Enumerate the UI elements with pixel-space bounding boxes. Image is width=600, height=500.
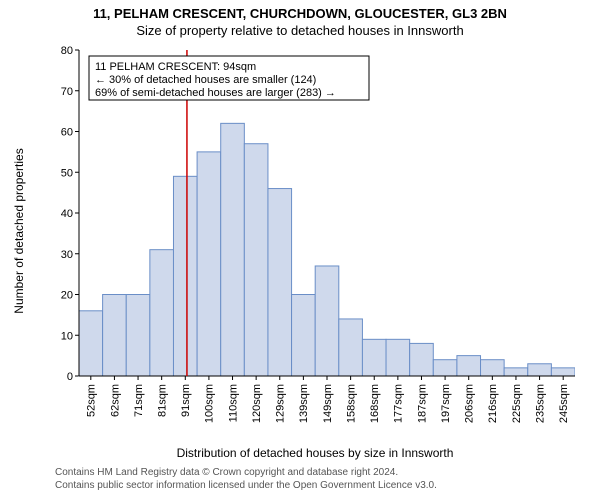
svg-text:158sqm: 158sqm <box>345 384 357 423</box>
histogram-bar <box>268 189 292 376</box>
annotation-line1: 11 PELHAM CRESCENT: 94sqm <box>95 61 256 73</box>
histogram-bar <box>103 295 127 377</box>
svg-text:91sqm: 91sqm <box>180 384 192 417</box>
svg-text:71sqm: 71sqm <box>133 384 145 417</box>
svg-text:30: 30 <box>61 249 73 261</box>
histogram-bar <box>197 152 221 376</box>
chart-title: 11, PELHAM CRESCENT, CHURCHDOWN, GLOUCES… <box>0 0 600 21</box>
y-axis-label: Number of detached properties <box>12 46 32 416</box>
svg-text:216sqm: 216sqm <box>487 384 499 423</box>
histogram-bar <box>126 295 150 377</box>
svg-text:20: 20 <box>61 290 73 302</box>
svg-text:149sqm: 149sqm <box>322 384 334 423</box>
svg-text:168sqm: 168sqm <box>369 384 381 423</box>
annotation-line3: 69% of semi-detached houses are larger (… <box>95 87 336 99</box>
histogram-bar <box>173 176 197 376</box>
footnote: Contains HM Land Registry data © Crown c… <box>55 466 575 492</box>
svg-text:81sqm: 81sqm <box>157 384 169 417</box>
svg-text:110sqm: 110sqm <box>227 384 239 422</box>
svg-text:177sqm: 177sqm <box>393 384 405 423</box>
histogram-bar <box>79 311 103 376</box>
footnote-line-2: Contains public sector information licen… <box>55 479 575 492</box>
chart-plot-area: 0 10 20 30 40 50 60 70 80 52sqm 62sqm 71sqm 81sqm 91s… <box>55 46 575 416</box>
svg-text:225sqm: 225sqm <box>511 384 523 423</box>
histogram-bar <box>339 319 363 376</box>
svg-text:40: 40 <box>61 208 73 220</box>
histogram-bar <box>221 123 245 376</box>
histogram-bar <box>551 368 575 376</box>
x-axis-label: Distribution of detached houses by size … <box>55 446 575 460</box>
histogram-bar <box>244 144 268 376</box>
svg-text:245sqm: 245sqm <box>558 384 570 423</box>
svg-text:70: 70 <box>61 86 73 98</box>
svg-text:129sqm: 129sqm <box>275 384 287 423</box>
histogram-bar <box>433 360 457 376</box>
svg-text:235sqm: 235sqm <box>534 384 546 423</box>
svg-text:60: 60 <box>61 127 73 139</box>
svg-text:120sqm: 120sqm <box>251 384 263 423</box>
histogram-bar <box>457 356 481 376</box>
svg-text:80: 80 <box>61 46 73 57</box>
histogram-bar <box>481 360 505 376</box>
svg-text:206sqm: 206sqm <box>464 384 476 423</box>
histogram-bar <box>504 368 528 376</box>
histogram-bar <box>150 250 174 376</box>
histogram-bar <box>528 364 552 376</box>
histogram-bar <box>410 343 434 376</box>
annotation-line2: ← 30% of detached houses are smaller (12… <box>95 74 316 86</box>
histogram-bar <box>362 339 386 376</box>
svg-text:62sqm: 62sqm <box>109 384 121 417</box>
histogram-bar <box>315 266 339 376</box>
svg-text:187sqm: 187sqm <box>416 384 428 423</box>
svg-text:52sqm: 52sqm <box>86 384 98 417</box>
svg-text:10: 10 <box>61 330 73 342</box>
histogram-bar <box>386 339 410 376</box>
histogram-svg: 0 10 20 30 40 50 60 70 80 52sqm 62sqm 71sqm 81sqm 91s… <box>55 46 575 426</box>
footnote-line-1: Contains HM Land Registry data © Crown c… <box>55 466 575 479</box>
svg-text:0: 0 <box>67 371 73 383</box>
svg-text:139sqm: 139sqm <box>298 384 310 423</box>
histogram-bar <box>292 295 316 377</box>
svg-text:100sqm: 100sqm <box>204 384 216 423</box>
chart-subtitle: Size of property relative to detached ho… <box>0 21 600 38</box>
svg-text:50: 50 <box>61 167 73 179</box>
svg-text:197sqm: 197sqm <box>440 384 452 423</box>
